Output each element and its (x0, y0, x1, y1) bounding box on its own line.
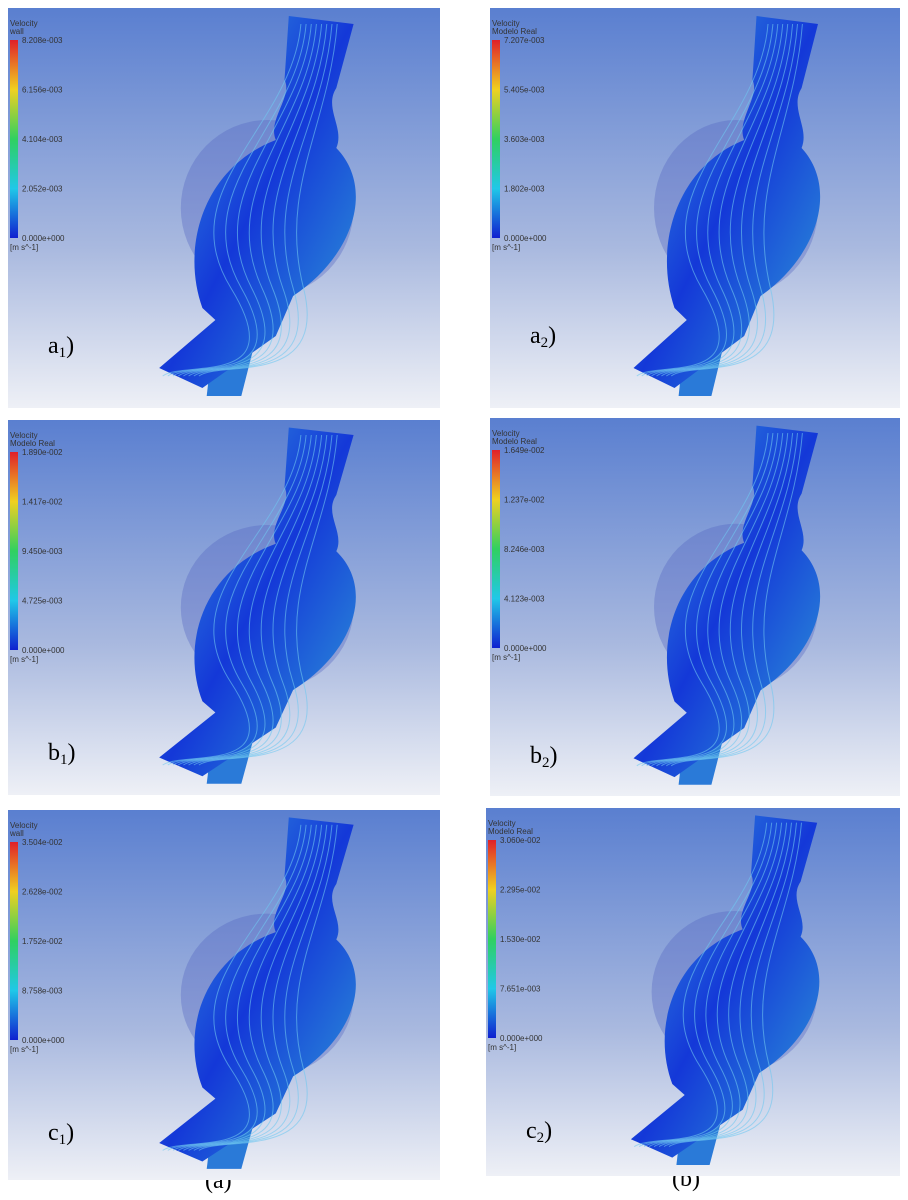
panel-index: 1 (59, 345, 67, 361)
legend-title: Modelo Real (488, 827, 533, 836)
legend-title: Modelo Real (492, 437, 537, 446)
panel-image: Velocitywall8.208e-0036.156e-0034.104e-0… (8, 8, 440, 408)
panel-letter: a (48, 333, 59, 359)
panel-letter: c (526, 1118, 537, 1144)
legend-title: wall (9, 27, 24, 36)
legend-unit: [m s^-1] (10, 243, 38, 252)
simulation-panel: VelocityModelo Real3.060e-0022.295e-0021… (486, 808, 900, 1176)
simulation-panel: VelocityModelo Real1.649e-0021.237e-0028… (490, 418, 900, 796)
colorbar-tick-label: 1.649e-002 (504, 446, 545, 455)
colorbar (492, 40, 500, 238)
colorbar-tick-label: 8.246e-003 (504, 545, 545, 554)
legend-title: wall (9, 829, 24, 838)
legend-unit: [m s^-1] (488, 1043, 516, 1052)
colorbar-tick-label: 0.000e+000 (22, 234, 65, 243)
colorbar-tick-label: 2.628e-002 (22, 888, 63, 897)
colorbar-tick-label: 1.530e-002 (500, 935, 541, 944)
legend-title: Modelo Real (492, 27, 537, 36)
colorbar-tick-label: 6.156e-003 (22, 86, 63, 95)
panel-index: 2 (541, 335, 549, 351)
colorbar-tick-label: 7.207e-003 (504, 36, 545, 45)
simulation-panel: VelocityModelo Real1.890e-0021.417e-0029… (8, 420, 440, 795)
colorbar-tick-label: 5.405e-003 (504, 86, 545, 95)
colorbar-tick-label: 0.000e+000 (504, 234, 547, 243)
colorbar-tick-label: 4.725e-003 (22, 597, 63, 606)
colorbar-tick-label: 4.123e-003 (504, 595, 545, 604)
panel-letter: c (48, 1120, 59, 1146)
colorbar-tick-label: 4.104e-003 (22, 135, 63, 144)
panel-paren: ) (550, 743, 558, 769)
panel-paren: ) (68, 740, 76, 766)
figure: (a) (b) (() => { const data = JSON.parse… (0, 0, 908, 1200)
colorbar-tick-label: 1.752e-002 (22, 937, 63, 946)
colorbar-tick-label: 2.295e-002 (500, 886, 541, 895)
panel-index: 1 (60, 752, 68, 768)
panel-letter: b (530, 743, 542, 769)
colorbar-tick-label: 3.060e-002 (500, 836, 541, 845)
legend-title: Modelo Real (10, 439, 55, 448)
colorbar-tick-label: 1.890e-002 (22, 448, 63, 457)
panel-letter: a (530, 323, 541, 349)
colorbar-tick-label: 9.450e-003 (22, 547, 63, 556)
colorbar-tick-label: 1.417e-002 (22, 498, 63, 507)
legend-unit: [m s^-1] (492, 653, 520, 662)
colorbar (10, 842, 18, 1040)
colorbar (10, 40, 18, 238)
colorbar-tick-label: 7.651e-003 (500, 985, 541, 994)
colorbar-tick-label: 8.758e-003 (22, 987, 63, 996)
legend-unit: [m s^-1] (10, 655, 38, 664)
colorbar-tick-label: 0.000e+000 (504, 644, 547, 653)
panel-paren: ) (66, 333, 74, 359)
colorbar-tick-label: 2.052e-003 (22, 185, 63, 194)
panel-paren: ) (544, 1118, 552, 1144)
panel-index: 2 (542, 755, 550, 771)
legend-unit: [m s^-1] (10, 1045, 38, 1054)
legend-unit: [m s^-1] (492, 243, 520, 252)
panel-index: 1 (59, 1132, 67, 1148)
colorbar-tick-label: 0.000e+000 (22, 1036, 65, 1045)
panel-paren: ) (548, 323, 556, 349)
panel-index: 2 (537, 1130, 545, 1146)
colorbar (492, 450, 500, 648)
colorbar (10, 452, 18, 650)
panel-letter: b (48, 740, 60, 766)
panel-paren: ) (66, 1120, 74, 1146)
panel-image: Velocitywall3.504e-0022.628e-0021.752e-0… (8, 810, 440, 1180)
colorbar (488, 840, 496, 1038)
colorbar-tick-label: 3.504e-002 (22, 838, 63, 847)
colorbar-tick-label: 1.237e-002 (504, 496, 545, 505)
colorbar-tick-label: 0.000e+000 (22, 646, 65, 655)
colorbar-tick-label: 1.802e-003 (504, 185, 545, 194)
colorbar-tick-label: 3.603e-003 (504, 135, 545, 144)
colorbar-tick-label: 8.208e-003 (22, 36, 63, 45)
colorbar-tick-label: 0.000e+000 (500, 1034, 543, 1043)
